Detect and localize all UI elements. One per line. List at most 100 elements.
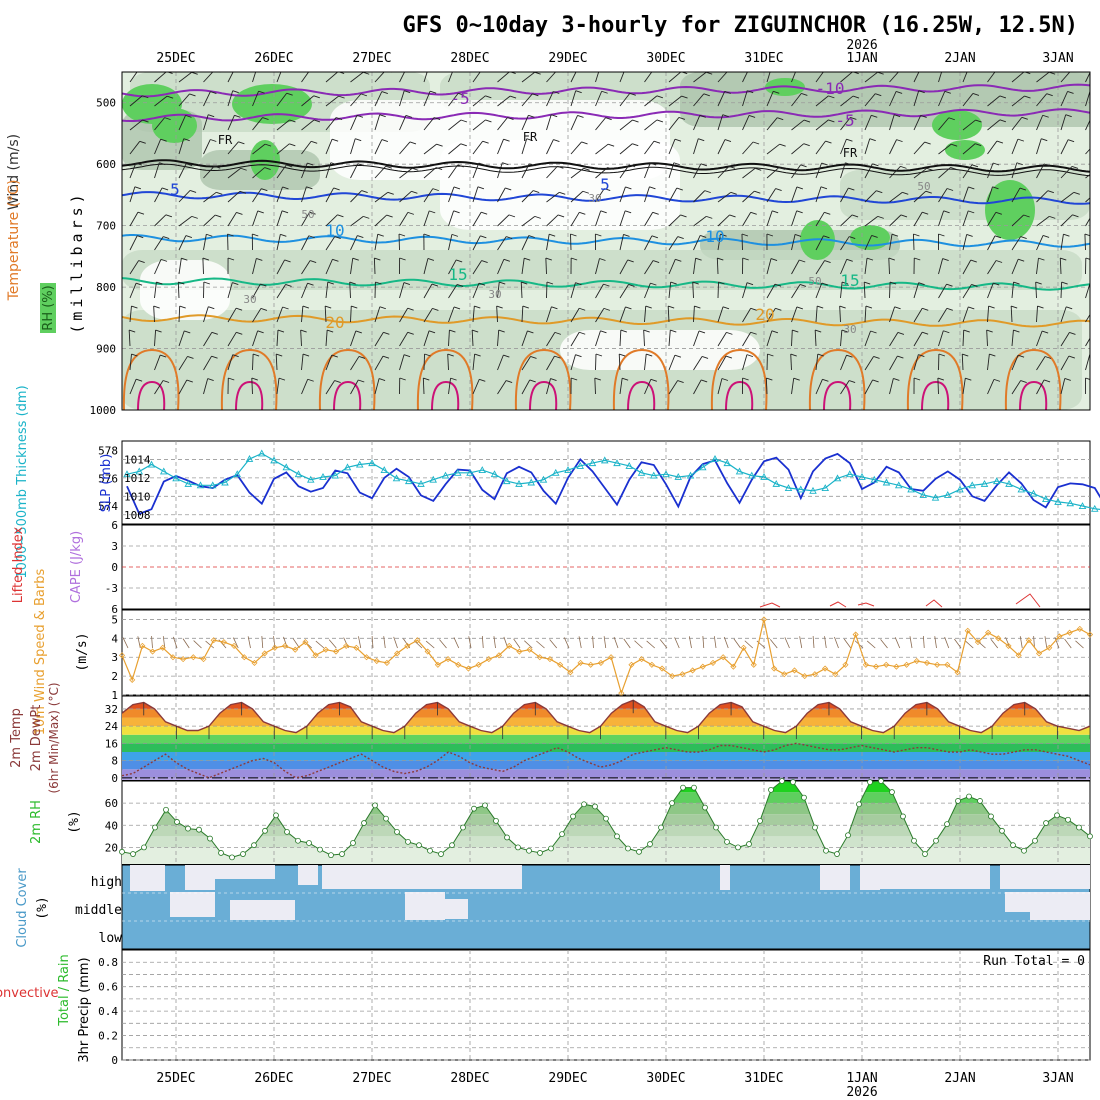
cloud-level-label: low (99, 931, 123, 946)
wind-barb-flag (841, 281, 849, 285)
temperature-band (122, 734, 1090, 744)
thickness-point (833, 474, 842, 482)
wind-barb (889, 139, 897, 155)
wind-speed-point (964, 627, 971, 634)
lifted-index-label: Lifted Index (11, 526, 26, 603)
wind-barb (570, 233, 572, 251)
top-date-label: 27DEC (352, 51, 391, 66)
rh-point (471, 805, 477, 812)
y-tick-label: 60 (105, 797, 118, 810)
wind-barb (962, 329, 965, 347)
surface-wind-barb (592, 636, 594, 649)
wind-barb-flag (522, 305, 529, 309)
wind-barb-flag (453, 186, 461, 190)
wind-barb-flag (971, 284, 978, 287)
rh-point (559, 831, 565, 838)
wind-barb-flag (404, 90, 411, 94)
wind-barb (644, 260, 654, 275)
wind-barb (423, 167, 437, 179)
surface-wind-barb (702, 636, 705, 649)
thickness-line (126, 452, 1100, 511)
wind-barb-flag (480, 211, 488, 215)
isotherm-label: 10 (705, 227, 724, 246)
wind-barb-flag (722, 114, 729, 118)
wind-barb-flag (771, 330, 779, 334)
wind-speed-point (241, 654, 248, 661)
wind-barb (570, 115, 578, 131)
wind-barb-flag (694, 305, 701, 309)
wind-speed-point (974, 639, 981, 646)
wind-barb-flag (432, 307, 439, 311)
wind-barb (325, 214, 338, 227)
wind-barb (742, 212, 752, 227)
rh-point (889, 789, 895, 795)
wind-barb-flag (968, 210, 975, 214)
wind-barb (815, 186, 822, 203)
thickness-point (992, 477, 1001, 485)
wind-barb (521, 305, 524, 323)
thickness-point (380, 466, 389, 473)
wind-barb-flag (382, 355, 390, 359)
wind-barb-flag (992, 186, 999, 190)
wind-speed-point (832, 671, 839, 678)
wind-barb-flag (944, 90, 951, 94)
wind-speed-point (220, 639, 227, 646)
wind-barb-flag (334, 380, 341, 383)
wind-barb-flag (1043, 379, 1051, 383)
wind-barb-flag (986, 329, 993, 333)
wind-barb-flag (509, 95, 517, 99)
wind-barb-flag (772, 67, 778, 69)
wind-barb (203, 332, 213, 347)
rh-point (273, 812, 279, 819)
y-tick-label: 1010 (124, 490, 151, 503)
wind-barb (962, 72, 968, 83)
wind-barb (497, 380, 507, 395)
wind-barb (202, 257, 204, 275)
wind-barb (619, 143, 633, 155)
wind-barb-flag (1068, 355, 1075, 359)
isotherms (122, 83, 1090, 410)
wind-barb (986, 329, 988, 347)
wind-barb-flag (993, 378, 1001, 382)
wind-speed-point (353, 644, 360, 651)
wind-barb (227, 90, 234, 107)
surface-wind-barb (784, 637, 790, 649)
wind-barb (668, 187, 678, 203)
wind-barb-flag (424, 353, 431, 357)
wind-barb-flag (943, 330, 950, 334)
wind-barb (1060, 114, 1067, 131)
wind-barb-flag (1065, 114, 1072, 118)
cloud-gap (356, 865, 450, 877)
cloud-gap (245, 900, 295, 920)
top-date-label: 25DEC (156, 51, 195, 66)
wind-barb (938, 308, 948, 323)
wind-barb-flag (457, 164, 464, 168)
wind-barb (1085, 197, 1090, 203)
wind-barb (987, 119, 1001, 131)
wind-speed-point (394, 650, 401, 657)
wind-barb-flag (335, 117, 343, 120)
wind-barb (178, 379, 188, 395)
wind-barb-flag (551, 114, 558, 118)
wind-barb-flag (378, 378, 386, 381)
wind-barb-flag (628, 164, 636, 168)
wind-barb-flag (726, 331, 733, 335)
wind-barb (595, 308, 605, 323)
wind-barb-flag (603, 307, 611, 311)
wind-barb-flag (864, 281, 871, 285)
wind-barb-flag (750, 211, 757, 215)
wind-speed-point (190, 654, 197, 661)
surface-wind-barb (769, 639, 778, 649)
wind-barb-flag (603, 283, 610, 287)
dewpt-label: 2m DewPt (29, 705, 44, 772)
wind-barb-flag (1094, 308, 1100, 310)
rh-point (416, 842, 422, 849)
wind-barb (987, 235, 996, 251)
wind-barb (521, 163, 530, 179)
wind-barb-flag (937, 377, 945, 381)
wind-barb-flag (311, 140, 318, 144)
wind-barb-flag (975, 143, 982, 147)
wind-barb-flag (871, 114, 878, 118)
wind-barb (276, 72, 282, 83)
wind-barb (399, 354, 405, 371)
